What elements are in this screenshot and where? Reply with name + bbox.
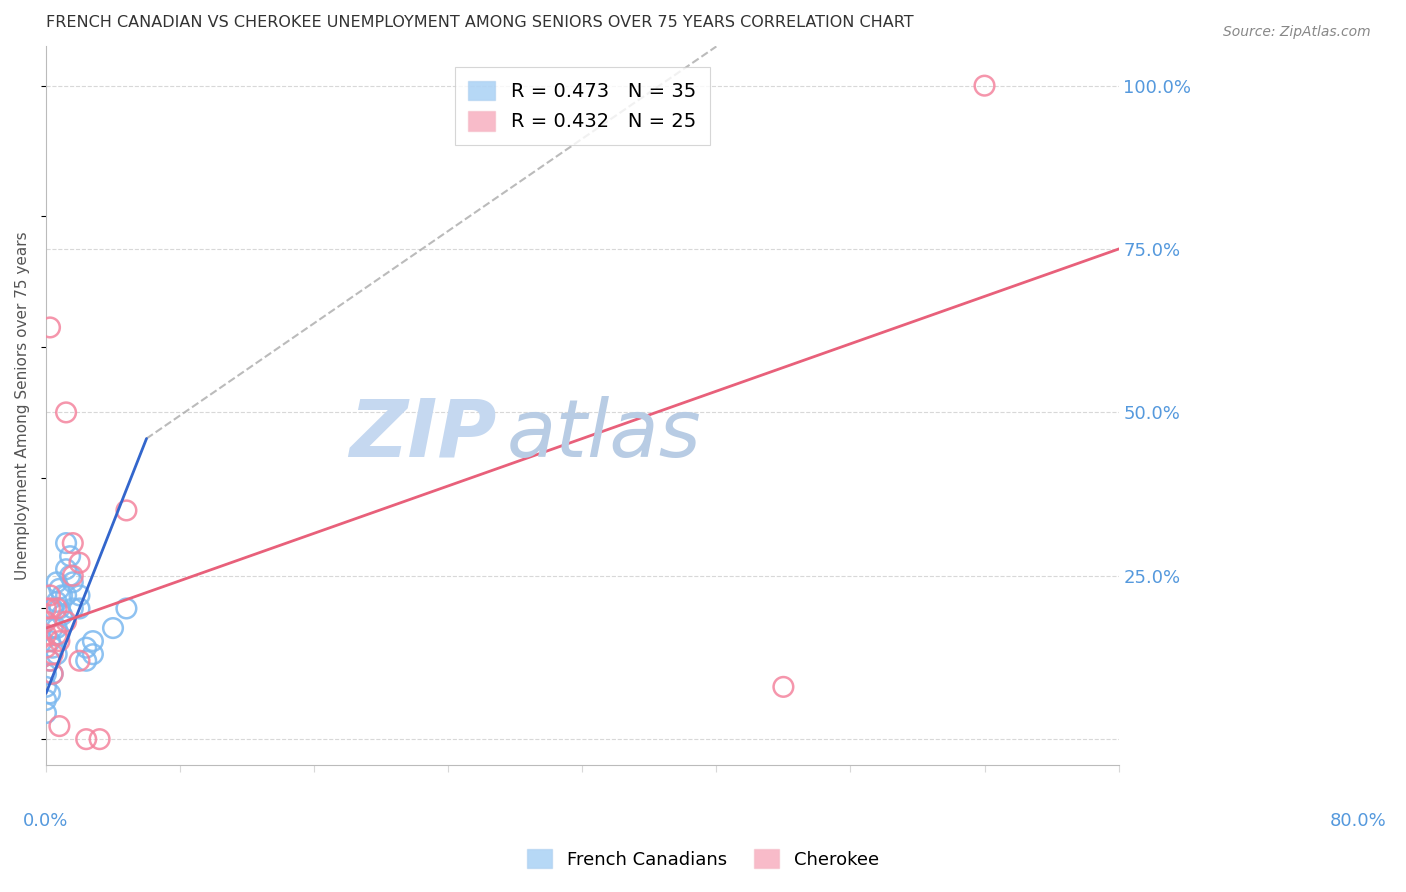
Point [35, 666, 58, 681]
Point [45, 575, 67, 590]
Point [35, 627, 58, 641]
Text: 80.0%: 80.0% [1330, 812, 1386, 830]
Point [62, 568, 84, 582]
Point [39, 654, 62, 668]
Point [41, 621, 63, 635]
Point [89, 732, 111, 747]
Point [101, 621, 124, 635]
Text: 0.0%: 0.0% [24, 812, 69, 830]
Point [39, 601, 62, 615]
Legend: R = 0.473   N = 35, R = 0.432   N = 25: R = 0.473 N = 35, R = 0.432 N = 25 [454, 67, 710, 145]
Point [45, 627, 67, 641]
Point [45, 601, 67, 615]
Point [69, 588, 91, 602]
Point [55, 536, 77, 550]
Point [62, 536, 84, 550]
Point [35, 680, 58, 694]
Point [55, 405, 77, 419]
Text: Source: ZipAtlas.com: Source: ZipAtlas.com [1223, 25, 1371, 39]
Point [973, 78, 995, 93]
Point [39, 634, 62, 648]
Point [82, 634, 104, 648]
Text: FRENCH CANADIAN VS CHEROKEE UNEMPLOYMENT AMONG SENIORS OVER 75 YEARS CORRELATION: FRENCH CANADIAN VS CHEROKEE UNEMPLOYMENT… [46, 15, 914, 30]
Point [39, 320, 62, 334]
Point [62, 575, 84, 590]
Point [75, 640, 97, 655]
Point [41, 666, 63, 681]
Point [59, 568, 82, 582]
Point [35, 640, 58, 655]
Point [39, 686, 62, 700]
Y-axis label: Unemployment Among Seniors over 75 years: Unemployment Among Seniors over 75 years [15, 232, 30, 580]
Point [59, 549, 82, 564]
Point [48, 627, 70, 641]
Point [48, 601, 70, 615]
Point [75, 654, 97, 668]
Text: atlas: atlas [508, 396, 702, 474]
Point [82, 647, 104, 661]
Point [48, 719, 70, 733]
Point [41, 601, 63, 615]
Point [55, 562, 77, 576]
Point [39, 588, 62, 602]
Point [51, 588, 73, 602]
Point [55, 588, 77, 602]
Text: ZIP: ZIP [349, 396, 496, 474]
Point [115, 601, 138, 615]
Point [41, 647, 63, 661]
Point [75, 732, 97, 747]
Point [45, 595, 67, 609]
Point [35, 706, 58, 720]
Point [35, 615, 58, 629]
Point [62, 601, 84, 615]
Point [51, 607, 73, 622]
Point [772, 680, 794, 694]
Legend: French Canadians, Cherokee: French Canadians, Cherokee [520, 842, 886, 876]
Point [48, 582, 70, 596]
Point [35, 601, 58, 615]
Point [41, 666, 63, 681]
Point [69, 601, 91, 615]
Point [45, 621, 67, 635]
Point [41, 640, 63, 655]
Point [35, 693, 58, 707]
Point [48, 634, 70, 648]
Point [39, 654, 62, 668]
Point [69, 556, 91, 570]
Point [45, 647, 67, 661]
Point [55, 615, 77, 629]
Point [115, 503, 138, 517]
Point [69, 654, 91, 668]
